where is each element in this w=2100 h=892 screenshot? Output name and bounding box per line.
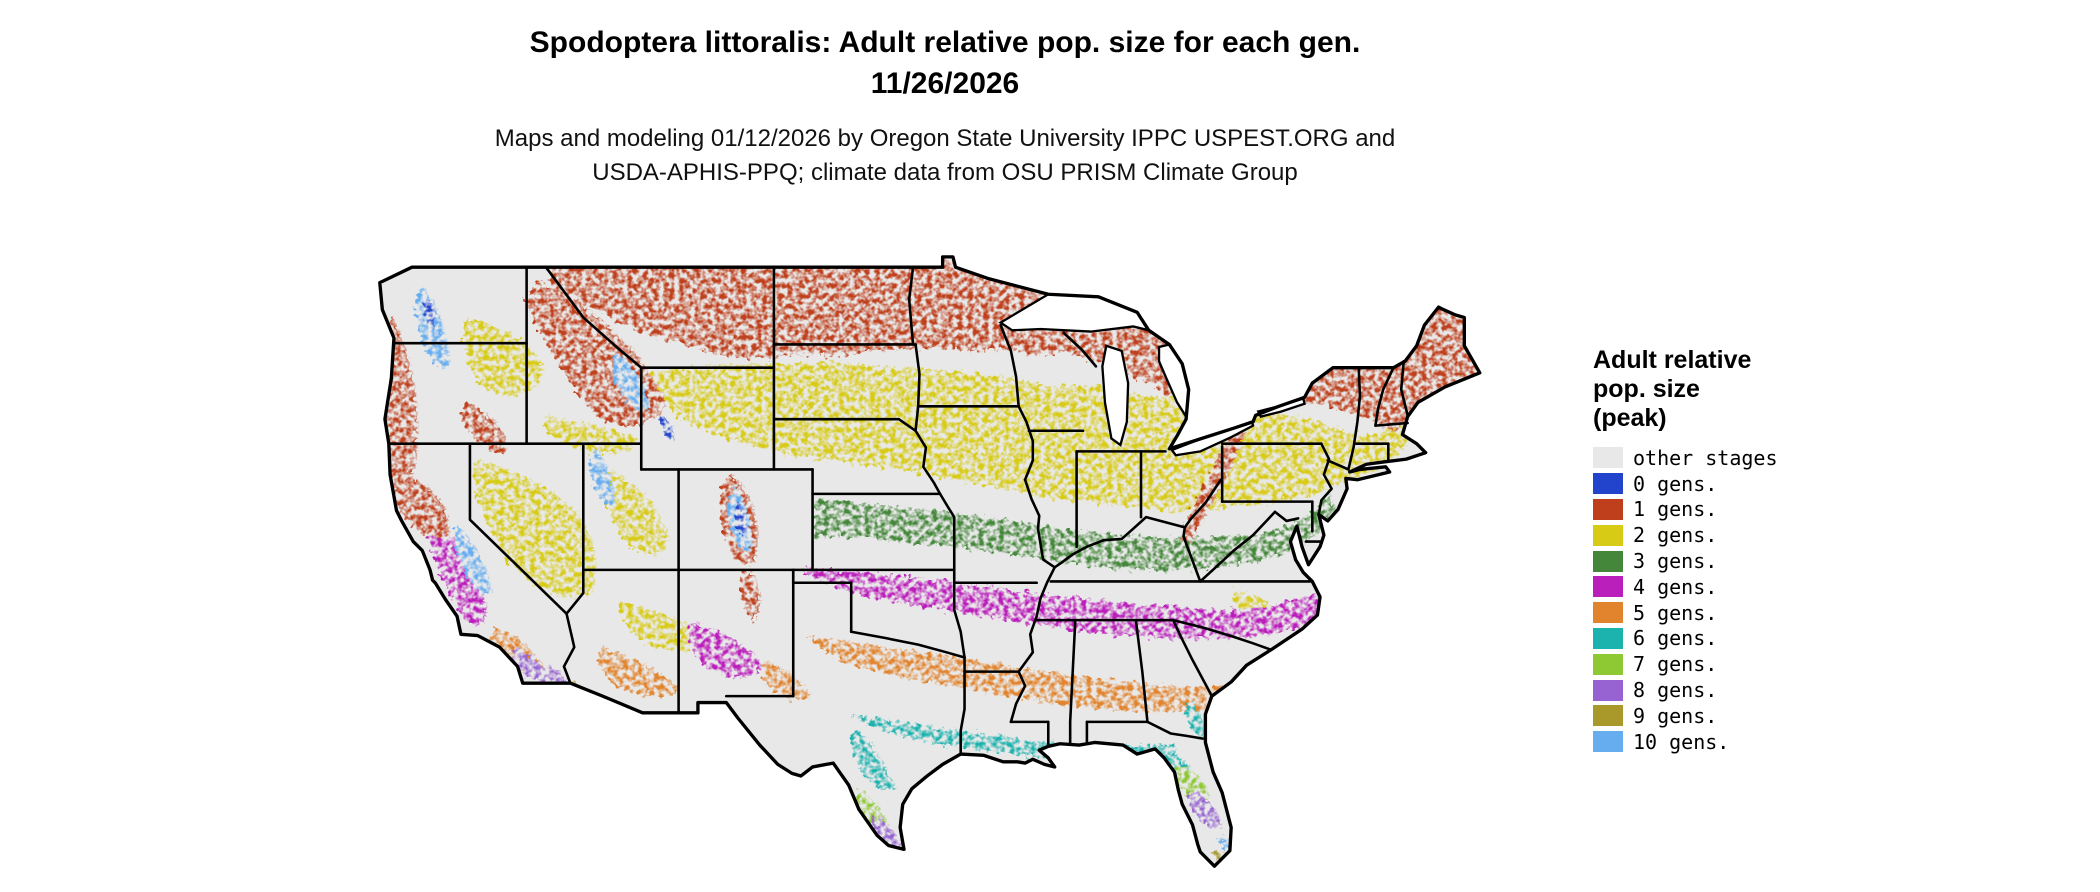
legend-label: 9 gens. bbox=[1633, 703, 1718, 728]
legend-swatch bbox=[1593, 653, 1623, 675]
legend-label: 5 gens. bbox=[1633, 600, 1718, 625]
legend-label: 2 gens. bbox=[1633, 523, 1718, 548]
map-legend: Adult relative pop. size (peak) other st… bbox=[1593, 346, 1923, 755]
legend-label: 0 gens. bbox=[1633, 471, 1718, 496]
lake-michigan bbox=[1101, 344, 1130, 447]
figure-subtitle-line1: Maps and modeling 01/12/2026 by Oregon S… bbox=[494, 125, 1396, 152]
legend-label: 8 gens. bbox=[1633, 678, 1718, 703]
us-basemap bbox=[379, 256, 1480, 867]
band-4-gens bbox=[426, 518, 1344, 678]
legend-title: Adult relative pop. size (peak) bbox=[1593, 346, 1923, 433]
legend-swatch bbox=[1593, 679, 1623, 701]
legend-item: 9 gens. bbox=[1593, 703, 1923, 729]
figure-subtitle: Maps and modeling 01/12/2026 by Oregon S… bbox=[0, 122, 1890, 190]
legend-swatch bbox=[1593, 447, 1623, 469]
legend-label: 1 gens. bbox=[1633, 497, 1718, 522]
legend-label: 3 gens. bbox=[1633, 549, 1718, 574]
legend-item: 3 gens. bbox=[1593, 548, 1923, 574]
legend-items: other stages 0 gens. 1 gens. 2 gens. 3 gens.… bbox=[1593, 445, 1923, 755]
legend-item: other stages bbox=[1593, 445, 1923, 471]
legend-swatch bbox=[1593, 473, 1623, 495]
figure-title-line1: Spodoptera littoralis: Adult relative po… bbox=[529, 26, 1361, 59]
us-outline bbox=[378, 255, 1482, 868]
legend-swatch bbox=[1593, 576, 1623, 598]
legend-item: 6 gens. bbox=[1593, 626, 1923, 652]
state-borders bbox=[387, 265, 1409, 756]
legend-label: 7 gens. bbox=[1633, 652, 1718, 677]
legend-swatch bbox=[1593, 705, 1623, 727]
legend-title-line1: Adult relative bbox=[1593, 346, 1752, 374]
legend-swatch bbox=[1593, 524, 1623, 546]
legend-item: 0 gens. bbox=[1593, 471, 1923, 497]
legend-item: 10 gens. bbox=[1593, 729, 1923, 755]
legend-item: 8 gens. bbox=[1593, 677, 1923, 703]
figure-title: Spodoptera littoralis: Adult relative po… bbox=[0, 22, 1890, 104]
legend-item: 4 gens. bbox=[1593, 574, 1923, 600]
us-map-svg bbox=[378, 255, 1482, 868]
legend-label: other stages bbox=[1633, 445, 1778, 470]
legend-label: 4 gens. bbox=[1633, 574, 1718, 599]
legend-title-line2: pop. size bbox=[1593, 375, 1700, 403]
band-0-gens bbox=[424, 299, 747, 537]
legend-swatch bbox=[1593, 627, 1623, 649]
legend-swatch bbox=[1593, 731, 1623, 753]
legend-swatch bbox=[1593, 550, 1623, 572]
legend-item: 5 gens. bbox=[1593, 600, 1923, 626]
legend-title-line3: (peak) bbox=[1593, 404, 1667, 432]
figure-title-date: 11/26/2026 bbox=[870, 67, 1020, 100]
legend-swatch bbox=[1593, 602, 1623, 624]
legend-item: 1 gens. bbox=[1593, 497, 1923, 523]
legend-item: 2 gens. bbox=[1593, 522, 1923, 548]
legend-item: 7 gens. bbox=[1593, 651, 1923, 677]
figure-subtitle-line2: USDA-APHIS-PPQ; climate data from OSU PR… bbox=[592, 159, 1298, 186]
us-generations-map bbox=[345, 222, 1530, 892]
legend-label: 10 gens. bbox=[1633, 729, 1730, 754]
legend-swatch bbox=[1593, 498, 1623, 520]
legend-label: 6 gens. bbox=[1633, 626, 1718, 651]
